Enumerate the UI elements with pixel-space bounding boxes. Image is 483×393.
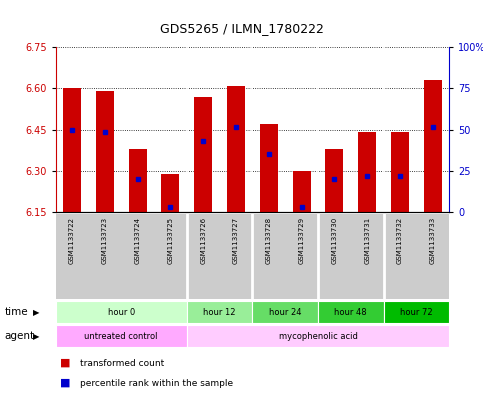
Bar — [56, 301, 187, 323]
Text: GSM1133733: GSM1133733 — [430, 217, 436, 264]
Bar — [227, 86, 245, 212]
Bar — [187, 301, 252, 323]
Text: GSM1133729: GSM1133729 — [298, 217, 305, 264]
Text: GDS5265 / ILMN_1780222: GDS5265 / ILMN_1780222 — [159, 22, 324, 35]
Text: hour 24: hour 24 — [269, 308, 301, 317]
Bar — [252, 214, 285, 299]
Bar — [121, 214, 154, 299]
Text: GSM1133731: GSM1133731 — [364, 217, 370, 264]
Bar — [384, 301, 449, 323]
Text: percentile rank within the sample: percentile rank within the sample — [80, 378, 233, 387]
Bar — [318, 301, 384, 323]
Text: time: time — [5, 307, 28, 317]
Text: ■: ■ — [60, 358, 71, 368]
Bar — [56, 325, 187, 347]
Text: ■: ■ — [60, 378, 71, 388]
Bar — [220, 214, 252, 299]
Bar — [63, 88, 81, 212]
Bar — [326, 149, 343, 212]
Bar — [391, 132, 409, 212]
Bar — [187, 325, 449, 347]
Bar — [96, 91, 114, 212]
Bar — [56, 214, 88, 299]
Bar — [424, 80, 442, 212]
Bar — [128, 149, 146, 212]
Text: GSM1133725: GSM1133725 — [167, 217, 173, 264]
Bar — [318, 214, 351, 299]
Text: transformed count: transformed count — [80, 358, 164, 367]
Text: untreated control: untreated control — [85, 332, 158, 341]
Bar — [384, 214, 416, 299]
Bar — [293, 171, 311, 212]
Text: ▶: ▶ — [33, 332, 40, 341]
Text: hour 12: hour 12 — [203, 308, 236, 317]
Text: hour 0: hour 0 — [108, 308, 135, 317]
Text: agent: agent — [5, 331, 35, 341]
Bar — [252, 301, 318, 323]
Text: GSM1133727: GSM1133727 — [233, 217, 239, 264]
Text: ▶: ▶ — [33, 308, 40, 317]
Bar — [154, 214, 187, 299]
Text: GSM1133728: GSM1133728 — [266, 217, 272, 264]
Text: GSM1133722: GSM1133722 — [69, 217, 75, 264]
Bar — [88, 214, 121, 299]
Text: GSM1133730: GSM1133730 — [331, 217, 338, 264]
Text: GSM1133726: GSM1133726 — [200, 217, 206, 264]
Text: hour 48: hour 48 — [334, 308, 367, 317]
Bar — [161, 174, 179, 212]
Bar — [351, 214, 384, 299]
Text: GSM1133732: GSM1133732 — [397, 217, 403, 264]
Text: hour 72: hour 72 — [400, 308, 433, 317]
Text: mycophenolic acid: mycophenolic acid — [279, 332, 357, 341]
Bar — [187, 214, 220, 299]
Bar — [358, 132, 376, 212]
Bar — [285, 214, 318, 299]
Bar — [260, 124, 278, 212]
Bar — [194, 97, 212, 212]
Text: GSM1133724: GSM1133724 — [135, 217, 141, 264]
Bar — [416, 214, 449, 299]
Text: GSM1133723: GSM1133723 — [102, 217, 108, 264]
